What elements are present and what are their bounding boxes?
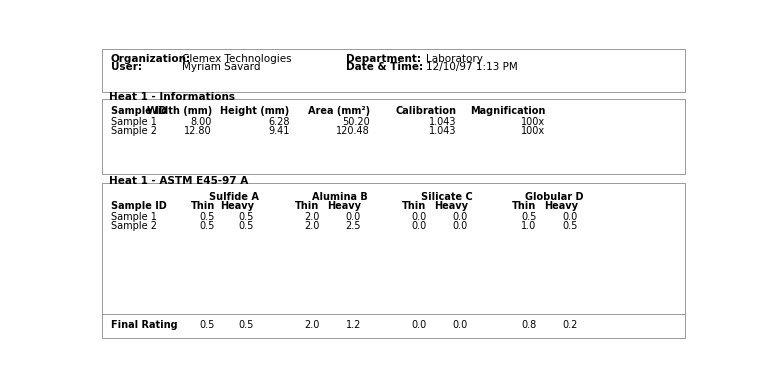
Text: 2.0: 2.0: [304, 212, 319, 222]
Text: 9.41: 9.41: [268, 126, 290, 136]
Text: 1.2: 1.2: [346, 320, 361, 330]
Text: 1.0: 1.0: [521, 221, 537, 231]
Text: 1.043: 1.043: [429, 117, 456, 127]
Text: 120.48: 120.48: [336, 126, 370, 136]
Text: 8.00: 8.00: [190, 117, 212, 127]
Text: 100x: 100x: [521, 126, 545, 136]
Text: 0.5: 0.5: [238, 320, 253, 330]
Text: 12/10/97 1:13 PM: 12/10/97 1:13 PM: [426, 62, 518, 72]
Text: Thin: Thin: [295, 201, 319, 211]
Text: Sample 2: Sample 2: [111, 221, 157, 231]
Text: Organization:: Organization:: [111, 54, 191, 64]
Bar: [102, 183, 685, 338]
Text: Final Rating: Final Rating: [111, 320, 177, 330]
Text: 0.0: 0.0: [411, 320, 426, 330]
Text: 0.5: 0.5: [521, 212, 537, 222]
Text: Area (mm²): Area (mm²): [308, 106, 370, 116]
Text: 50.20: 50.20: [342, 117, 370, 127]
Text: Globular D: Globular D: [525, 192, 584, 202]
Text: Clemex Technologies: Clemex Technologies: [182, 54, 292, 64]
Text: Myriam Savard: Myriam Savard: [182, 62, 261, 72]
Text: 12.80: 12.80: [184, 126, 212, 136]
Text: 0.0: 0.0: [453, 320, 468, 330]
Text: 100x: 100x: [521, 117, 545, 127]
Text: Thin: Thin: [402, 201, 426, 211]
Text: Heavy: Heavy: [544, 201, 578, 211]
Text: 2.0: 2.0: [304, 221, 319, 231]
Text: Silicate C: Silicate C: [422, 192, 473, 202]
Text: 0.5: 0.5: [200, 221, 215, 231]
Text: 0.5: 0.5: [200, 320, 215, 330]
Text: Department:: Department:: [346, 54, 421, 64]
Text: 0.5: 0.5: [200, 212, 215, 222]
Text: Laboratory: Laboratory: [426, 54, 483, 64]
Text: Date & Time:: Date & Time:: [346, 62, 423, 72]
Text: 0.0: 0.0: [453, 212, 468, 222]
Text: 0.8: 0.8: [521, 320, 537, 330]
Text: Heat 1 - ASTM E45-97 A: Heat 1 - ASTM E45-97 A: [109, 176, 248, 186]
Text: 0.0: 0.0: [563, 212, 578, 222]
Text: Width (mm): Width (mm): [147, 106, 212, 116]
Bar: [102, 49, 685, 92]
Text: Sample 1: Sample 1: [111, 212, 157, 222]
Text: 0.2: 0.2: [563, 320, 578, 330]
Text: 2.5: 2.5: [346, 221, 361, 231]
Text: 0.0: 0.0: [453, 221, 468, 231]
Text: Sample 2: Sample 2: [111, 126, 157, 136]
Text: 2.0: 2.0: [304, 320, 319, 330]
Text: Heavy: Heavy: [220, 201, 253, 211]
Text: Magnification: Magnification: [470, 106, 545, 116]
Text: Sulfide A: Sulfide A: [210, 192, 260, 202]
Text: Heavy: Heavy: [434, 201, 468, 211]
Text: Thin: Thin: [512, 201, 537, 211]
Text: Heat 1 - Informations: Heat 1 - Informations: [109, 92, 235, 102]
Text: 0.0: 0.0: [411, 212, 426, 222]
Text: 0.0: 0.0: [411, 221, 426, 231]
Text: Sample ID: Sample ID: [111, 106, 167, 116]
Text: User:: User:: [111, 62, 142, 72]
Text: Alumina B: Alumina B: [312, 192, 368, 202]
Text: 0.5: 0.5: [563, 221, 578, 231]
Text: 0.5: 0.5: [238, 221, 253, 231]
Text: Sample ID: Sample ID: [111, 201, 167, 211]
Text: 1.043: 1.043: [429, 126, 456, 136]
Text: Calibration: Calibration: [395, 106, 456, 116]
Text: 0.0: 0.0: [346, 212, 361, 222]
Bar: [102, 99, 685, 174]
Text: Heavy: Heavy: [327, 201, 361, 211]
Text: Height (mm): Height (mm): [220, 106, 290, 116]
Text: 6.28: 6.28: [268, 117, 290, 127]
Text: 0.5: 0.5: [238, 212, 253, 222]
Text: Thin: Thin: [190, 201, 215, 211]
Text: Sample 1: Sample 1: [111, 117, 157, 127]
